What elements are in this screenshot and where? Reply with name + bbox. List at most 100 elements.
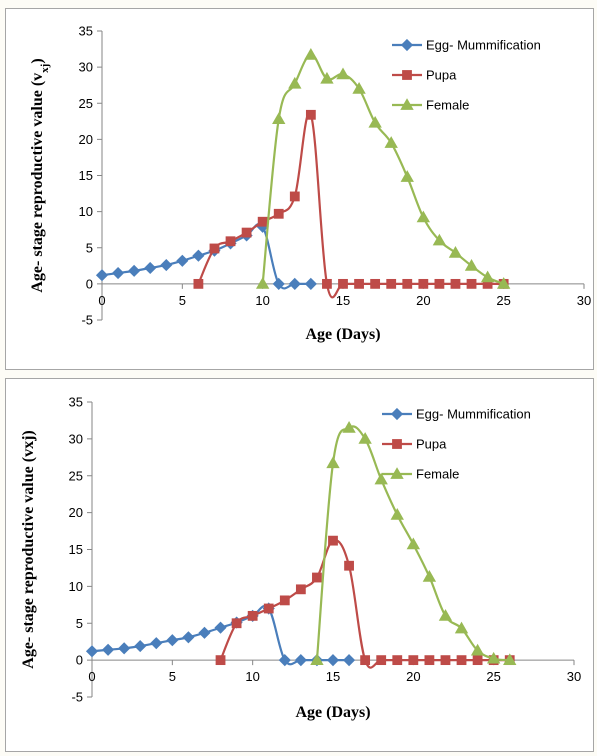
data-point — [225, 236, 236, 247]
data-point — [408, 655, 419, 666]
data-point — [374, 472, 388, 485]
data-point — [273, 208, 284, 219]
data-point — [406, 537, 421, 550]
data-point — [305, 109, 316, 120]
data-point — [384, 136, 398, 148]
data-point — [368, 115, 382, 128]
x-tick-label: 5 — [179, 293, 186, 308]
data-point — [326, 456, 340, 469]
series-triangle — [310, 421, 517, 666]
y-tick-label: 30 — [69, 431, 83, 446]
y-tick-label: 15 — [69, 542, 83, 557]
data-point — [241, 227, 252, 238]
data-point — [328, 535, 338, 546]
data-point — [295, 584, 306, 595]
y-tick-label: 35 — [69, 395, 83, 410]
data-point — [418, 278, 429, 289]
data-point — [480, 270, 495, 283]
data-point — [215, 655, 226, 666]
data-point — [358, 432, 372, 444]
data-point — [343, 654, 356, 667]
data-point — [370, 278, 381, 289]
x-tick-label: 30 — [577, 293, 591, 308]
data-point — [85, 645, 99, 658]
legend-marker — [390, 467, 404, 479]
legend-label: Egg- Mummification — [426, 38, 541, 53]
y-tick-label: 0 — [86, 276, 93, 291]
data-point — [354, 278, 364, 289]
data-point — [182, 631, 195, 644]
data-point — [150, 637, 163, 650]
data-point — [310, 653, 324, 666]
y-tick-label: 10 — [79, 204, 93, 219]
series-line — [197, 111, 504, 299]
y-tick-label: 25 — [69, 468, 83, 483]
legend-marker — [390, 407, 404, 421]
data-point — [289, 191, 300, 202]
x-tick-label: 20 — [416, 293, 430, 308]
x-tick-label: 30 — [567, 669, 581, 684]
chart-1-svg: -5 0 5 10 15 20 25 30 35 0 5 10 15 20 25 30 Age (Days) Ag… — [29, 24, 591, 344]
data-point — [432, 233, 447, 246]
data-point — [95, 269, 109, 282]
data-point — [448, 246, 463, 258]
series-square — [193, 109, 509, 299]
y-axis-title: Age- stage reproductive value (vxj) — [20, 430, 37, 668]
y-tick-label: 5 — [86, 240, 93, 255]
legend-marker — [400, 38, 414, 52]
x-tick-label: 15 — [336, 293, 350, 308]
data-point — [144, 261, 157, 275]
x-tick-label: 0 — [88, 669, 95, 684]
legend-label: Pupa — [426, 68, 457, 83]
y-tick-label: 35 — [79, 24, 93, 39]
data-point — [247, 610, 258, 621]
data-point — [263, 603, 274, 614]
data-point — [392, 655, 403, 666]
data-point — [464, 259, 479, 271]
data-point — [400, 170, 414, 182]
data-point — [112, 266, 125, 280]
data-point — [304, 277, 317, 290]
data-point — [279, 595, 290, 606]
data-point — [342, 421, 356, 433]
data-point — [416, 210, 431, 223]
y-tick-label: 0 — [76, 653, 83, 668]
x-tick-label: 10 — [255, 293, 269, 308]
data-point — [456, 655, 467, 666]
data-point — [288, 76, 302, 89]
y-tick-label: 30 — [79, 60, 93, 75]
chart-panel-1: -5 0 5 10 15 20 25 30 35 0 5 10 15 20 25 30 Age (Days) Ag… — [5, 8, 594, 370]
data-point — [278, 654, 291, 667]
data-point — [454, 621, 469, 634]
data-point — [304, 48, 318, 60]
data-point — [352, 81, 366, 94]
data-point — [326, 654, 340, 667]
legend-label: Female — [426, 98, 469, 113]
data-point — [257, 216, 268, 227]
data-point — [470, 643, 485, 656]
legend-label: Egg- Mummification — [416, 407, 531, 422]
data-point — [255, 277, 270, 289]
data-point — [198, 626, 211, 639]
legend-marker — [400, 98, 414, 110]
data-point — [209, 243, 220, 254]
data-point — [176, 254, 189, 267]
x-tick-label: 5 — [169, 669, 176, 684]
x-tick-label: 0 — [98, 293, 105, 308]
x-axis-title: Age (Days) — [295, 704, 370, 721]
data-point — [486, 651, 501, 664]
y-tick-label: -5 — [81, 313, 93, 328]
chart-2-svg: -5 0 5 10 15 20 25 30 35 0 5 10 15 20 25 30 Age (Days) Ag… — [20, 395, 581, 722]
data-point — [160, 259, 173, 272]
data-point — [390, 508, 404, 520]
data-point — [272, 112, 286, 125]
data-point — [376, 655, 387, 666]
data-point — [472, 655, 483, 666]
y-tick-label: 20 — [69, 505, 83, 520]
data-point — [503, 653, 517, 666]
data-point — [338, 278, 348, 289]
data-point — [496, 277, 511, 289]
y-tick-label: 10 — [69, 579, 83, 594]
data-point — [322, 278, 332, 289]
data-point — [438, 609, 453, 621]
